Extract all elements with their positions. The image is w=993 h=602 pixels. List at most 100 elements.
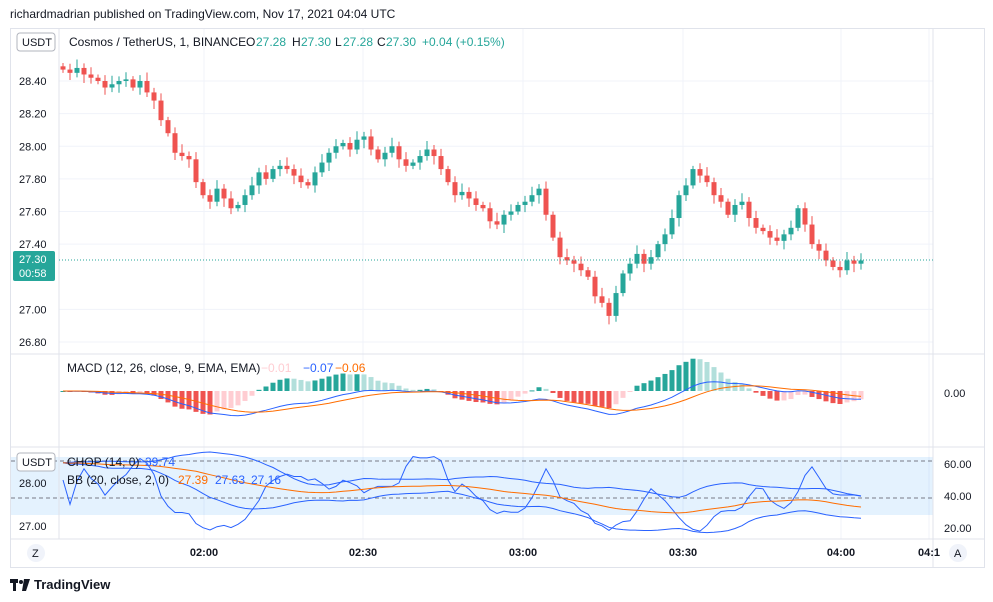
lower-currency-badge[interactable] [16,452,56,472]
auto-scale-label[interactable]: A [954,548,962,560]
macd-histogram-bar [858,391,864,400]
macd-histogram-bar [144,391,150,395]
ohlc-high: 27.30 [301,35,331,49]
macd-histogram-bar [599,391,605,407]
currency-badge-label[interactable]: USDT [22,37,52,49]
candle-body [403,159,409,166]
macd-histogram-bar [305,381,311,391]
macd-hist-value: −0.01 [261,361,292,375]
macd-histogram-bar [648,380,654,391]
price-axis[interactable]: 28.40 28.20 28.00 27.80 27.60 27.40 27.00 26.80 [19,76,47,349]
price-tick-label: 27.60 [19,207,47,219]
candle-body [585,270,591,277]
macd-histogram-bar [816,391,822,400]
candle-body [550,214,556,238]
lower-currency-badge-label[interactable]: USDT [22,457,52,469]
macd-histogram-bar [326,376,332,391]
ohlc-l-label: L [335,35,342,49]
macd-histogram-bar [361,374,367,391]
candle-body [445,169,451,183]
candle-body [67,69,73,73]
macd-histogram-bar [739,384,745,391]
candle-body [669,218,675,235]
macd-histogram-bar [613,391,619,405]
macd-histogram-bar [571,391,577,403]
macd-histogram-bar [655,377,661,391]
candle-body [816,244,822,251]
time-tick-label: 04:00 [827,547,855,559]
candle-body [172,133,178,153]
candle-body [165,120,171,134]
symbol-title: Cosmos / TetherUS, 1, BINANCE [69,35,246,49]
candle-body [844,260,850,271]
candle-body [340,142,346,147]
candle-body [599,296,605,303]
candle-body [718,195,724,202]
bb-axis[interactable]: 28.00 27.00 [19,478,47,533]
auto-scale-icon[interactable] [949,544,967,562]
macd-histogram-bar [529,390,535,392]
candle-body [179,152,185,157]
candle-body [809,224,815,245]
zoom-icon[interactable] [27,544,45,562]
candle-body [564,257,570,261]
macd-histogram-bar [410,389,416,391]
signal-value: −0.06 [335,361,366,375]
macd-histogram-bar [319,378,325,391]
candle-body [74,67,80,73]
chop-axis[interactable]: 60.00 40.00 20.00 [944,459,972,535]
candle-body [263,172,269,179]
chart-svg[interactable]: 28.40 28.20 28.00 27.80 27.60 27.40 27.00 26.80… [11,29,984,567]
candle-body [634,253,640,264]
candle-body [305,182,311,186]
candle-body [851,260,857,264]
macd-histogram-bar [746,388,752,391]
candle-body [655,244,661,258]
candle-body [746,201,752,219]
macd-histogram-bar [760,391,766,396]
macd-histogram-bar [564,391,570,401]
candle-body [151,92,157,101]
candle-body [823,250,829,261]
macd-histogram-bar [795,391,801,396]
bb-tick-label: 27.00 [19,521,47,533]
macd-histogram-bar [536,387,542,391]
chop-line [62,456,862,532]
candle-body [459,191,465,196]
macd-value: −0.07 [303,361,334,375]
ohlc-change: +0.04 (+0.15%) [422,35,505,49]
macd-histogram-bar [634,385,640,391]
footer-brand[interactable]: TradingView [10,577,110,592]
zoom-label[interactable]: Z [32,548,39,560]
candle-body [102,81,108,88]
candle-body [795,208,801,228]
candle-body [382,152,388,160]
bb-lower-value: 27.16 [251,473,281,487]
candle-body [291,169,297,176]
macd-histogram-bar [270,382,276,391]
macd-histogram-bar [753,391,759,393]
candle-body [214,188,220,202]
macd-axis[interactable]: 0.00 [944,388,965,400]
candle-body [354,139,360,150]
bb-tick-label: 28.00 [19,478,47,490]
ohlc-o-label: O [246,35,255,49]
macd-histogram-bar [459,391,465,400]
chart-frame[interactable]: 28.40 28.20 28.00 27.80 27.60 27.40 27.00 26.80… [10,28,985,568]
candle-body [81,67,87,75]
ohlc-h-label: H [292,35,301,49]
macd-histogram-bar [781,391,787,401]
macd-histogram-bar [277,379,283,391]
macd-histogram-bar [368,377,374,391]
candle-body [417,156,423,163]
macd-histogram-bar [690,358,696,391]
time-axis[interactable]: 02:00 02:30 03:00 03:30 04:00 04:1 [190,547,940,559]
currency-badge[interactable] [16,32,56,52]
macd-histogram-bar [788,391,794,400]
macd-histogram-bar [550,391,556,393]
candle-body [858,260,864,264]
macd-histogram-bar [557,391,563,398]
candle-body [501,214,507,225]
candle-body [466,191,472,199]
candle-body [249,185,255,196]
